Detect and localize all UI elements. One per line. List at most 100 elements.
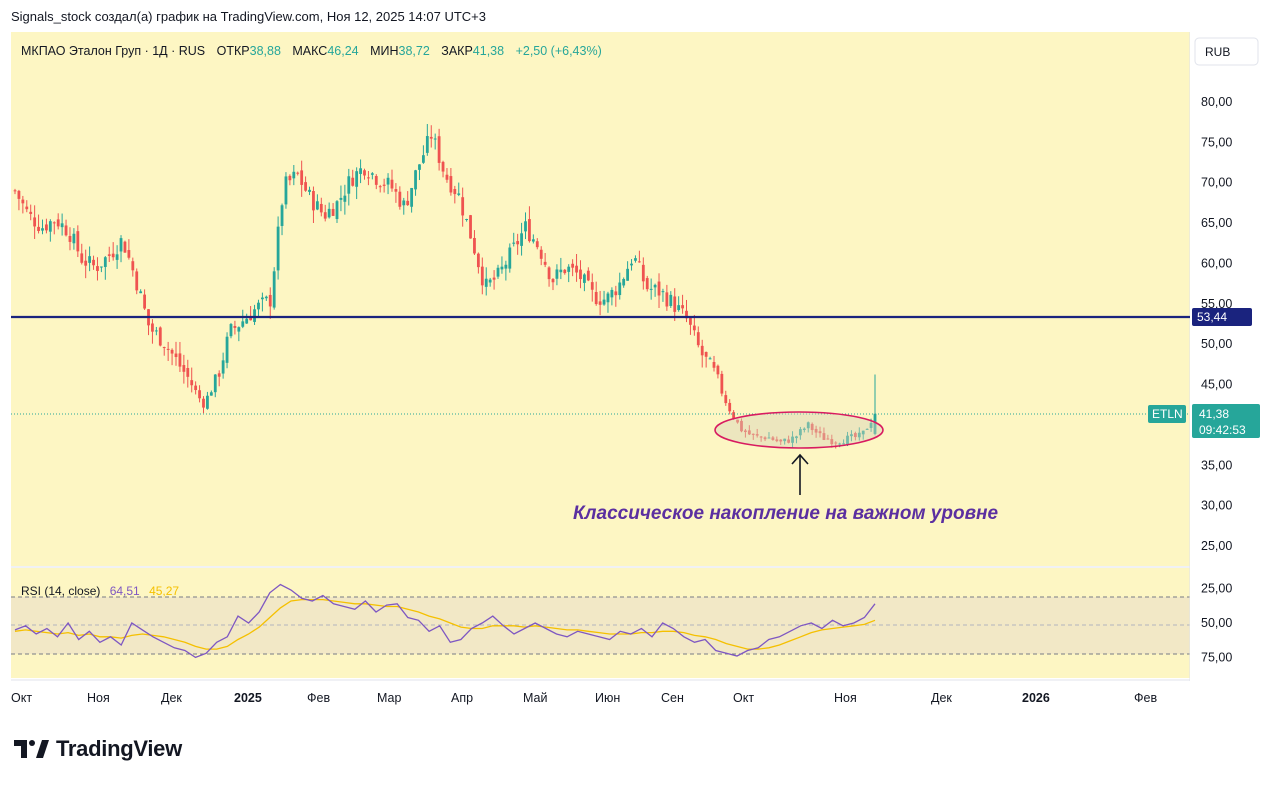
candle-body: [775, 439, 779, 442]
price-axis[interactable]: [1190, 32, 1269, 714]
candle-body: [410, 187, 414, 207]
time-axis[interactable]: [11, 681, 1190, 714]
time-axis-labels: Окт Ноя Дек 2025 Фев Мар Апр Май Июн Сен Окт Ноя Дек…: [11, 691, 1157, 705]
candle-body: [559, 269, 563, 273]
chart-svg[interactable]: Классическое накопление на важном уровне…: [11, 32, 1269, 714]
level-price-tag: [1192, 308, 1252, 326]
candle-body: [673, 296, 677, 312]
time-axis-label: 2025: [234, 691, 262, 705]
candle-body: [406, 200, 410, 206]
candle-body: [268, 294, 272, 307]
time-axis-label: Сен: [661, 691, 684, 705]
candle-body: [579, 269, 582, 280]
candle-body: [151, 323, 154, 332]
price-tick-label: 35,00: [1201, 458, 1232, 472]
candle-body: [45, 224, 48, 231]
candle-body: [724, 395, 728, 404]
symbol-name: МКПАО Эталон Груп · 1Д · RUS: [21, 44, 205, 58]
price-tick-label: 50,00: [1201, 337, 1232, 351]
candle-body: [209, 392, 213, 396]
candle-body: [473, 237, 476, 254]
candle-body: [500, 266, 504, 270]
candle-body: [386, 177, 390, 185]
candle-body: [665, 292, 669, 307]
candle-body: [422, 155, 425, 163]
candle-body: [68, 235, 72, 242]
candle-body: [64, 225, 68, 236]
candle-body: [174, 353, 178, 358]
candle-body: [618, 282, 622, 296]
chart-frame[interactable]: Классическое накопление на важном уровне…: [11, 32, 1269, 714]
accumulation-ellipse[interactable]: [714, 411, 884, 449]
change-value: +2,50 (+6,43%): [516, 44, 602, 58]
low-value: 38,72: [399, 44, 430, 58]
candle-body: [586, 270, 590, 281]
candle-body: [637, 261, 641, 263]
price-tick-label: 60,00: [1201, 256, 1232, 270]
candle-body: [531, 239, 535, 242]
candle-body: [241, 321, 245, 327]
candle-body: [689, 318, 692, 325]
candle-body: [736, 419, 739, 423]
currency-button[interactable]: [1194, 37, 1259, 66]
up-arrow-icon[interactable]: [791, 453, 809, 495]
candle-body: [127, 250, 131, 258]
bar-countdown: 09:42:53: [1199, 423, 1246, 437]
candle-body: [339, 197, 343, 200]
candle-body: [857, 432, 861, 438]
time-axis-label: Ноя: [87, 691, 110, 705]
candle-body: [48, 221, 52, 232]
candle-body: [700, 345, 704, 356]
candle-body: [272, 271, 276, 308]
rsi-scale-ticks: 75,00 50,00 25,00: [1201, 582, 1232, 665]
rsi-legend[interactable]: RSI (14, close) 64,51 45,27: [21, 584, 179, 598]
candle-body: [535, 241, 539, 248]
candle-body: [834, 442, 838, 444]
candle-body: [288, 175, 292, 181]
candle-body: [374, 176, 378, 185]
candle-body: [528, 219, 531, 242]
candle-body: [139, 291, 143, 294]
candle-body: [524, 221, 527, 232]
candle-body: [229, 324, 233, 337]
time-axis-label: Мар: [377, 691, 402, 705]
open-value: 38,88: [250, 44, 281, 58]
candle-body: [225, 336, 229, 363]
symbol-legend[interactable]: МКПАО Эталон Груп · 1Д · RUS ОТКР38,88 М…: [21, 44, 602, 58]
time-axis-label: Дек: [161, 691, 182, 705]
candle-body: [378, 186, 382, 188]
time-axis-label: Окт: [733, 691, 754, 705]
candle-body: [76, 231, 80, 252]
candle-body: [331, 208, 335, 216]
candle-body: [143, 294, 146, 309]
candle-body: [276, 226, 280, 271]
candle-body: [41, 228, 44, 231]
tradingview-logo[interactable]: TradingView: [14, 736, 182, 762]
candle-body: [861, 430, 865, 435]
candle-body: [319, 203, 323, 213]
candle-body: [88, 256, 92, 263]
candle-body: [107, 254, 111, 256]
low-label: МИН: [370, 44, 398, 58]
candle-body: [21, 199, 25, 204]
candles-group: [13, 124, 877, 449]
time-axis-label: 2026: [1022, 691, 1050, 705]
price-tick-label: 25,00: [1201, 539, 1232, 553]
tradingview-logo-text: TradingView: [56, 736, 182, 761]
annotation-text[interactable]: Классическое накопление на важном уровне: [573, 503, 999, 524]
candle-body: [103, 257, 107, 267]
candle-body: [622, 278, 626, 286]
candle-body: [37, 226, 40, 231]
candle-body: [755, 434, 759, 436]
candle-body: [284, 176, 288, 205]
candle-body: [720, 373, 724, 394]
candle-body: [221, 360, 225, 374]
candle-body: [327, 208, 331, 218]
candle-body: [492, 277, 496, 280]
candle-body: [512, 242, 516, 244]
candle-body: [759, 436, 763, 438]
currency-label: RUB: [1205, 45, 1230, 59]
candle-body: [751, 433, 755, 435]
candle-body: [476, 253, 480, 268]
candle-body: [767, 437, 771, 439]
